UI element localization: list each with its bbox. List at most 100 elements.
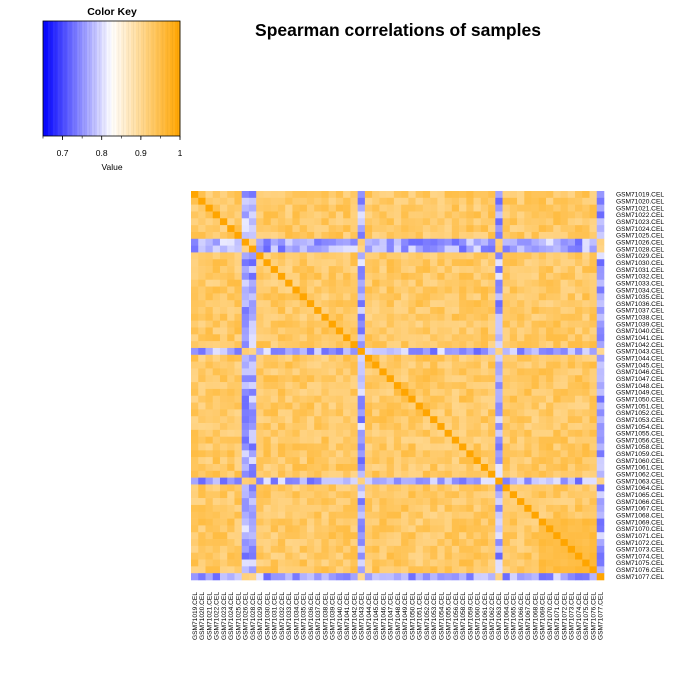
heatmap-cell <box>401 477 409 485</box>
heatmap-cell <box>553 368 561 376</box>
heatmap-cell <box>263 300 272 308</box>
heatmap-cell <box>299 259 308 267</box>
heatmap-cell <box>212 491 221 499</box>
heatmap-cell <box>459 382 467 390</box>
heatmap-cell <box>473 532 482 540</box>
heatmap-cell <box>364 259 373 267</box>
heatmap-cell <box>314 334 322 342</box>
heatmap-cell <box>567 484 576 492</box>
heatmap-cell <box>401 361 409 369</box>
heatmap-cell <box>466 429 474 437</box>
heatmap-cell <box>198 504 206 513</box>
heatmap-cell <box>560 361 569 369</box>
heatmap-cell <box>227 566 235 574</box>
heatmap-cell <box>567 307 576 315</box>
heatmap-cell <box>517 388 525 397</box>
heatmap-cell <box>357 307 366 315</box>
heatmap-cell <box>328 559 337 567</box>
heatmap-cell <box>277 525 286 533</box>
heatmap-cell <box>277 245 286 253</box>
heatmap-cell <box>248 245 257 253</box>
heatmap-cell <box>567 429 576 437</box>
row-label: GSM71063.CEL <box>616 478 664 485</box>
heatmap-cell <box>386 402 395 410</box>
heatmap-cell <box>509 402 518 410</box>
heatmap-cell <box>517 361 525 369</box>
heatmap-cell <box>357 252 366 260</box>
heatmap-cell <box>401 470 409 478</box>
heatmap-cell <box>466 463 474 472</box>
heatmap-cell <box>509 518 518 526</box>
heatmap-cell <box>495 293 503 301</box>
heatmap-cell <box>524 436 532 444</box>
heatmap-cell <box>321 368 329 376</box>
heatmap-cell <box>502 388 511 397</box>
heatmap-cell <box>430 484 438 492</box>
column-label: GSM71053.CEL <box>431 592 438 640</box>
heatmap-cell <box>292 443 300 451</box>
heatmap-cell <box>219 334 228 342</box>
heatmap-cell <box>198 532 206 540</box>
heatmap-cell <box>466 498 474 506</box>
heatmap-cell <box>480 341 489 349</box>
heatmap-cell <box>582 368 590 376</box>
row-label: GSM71045.CEL <box>616 362 664 369</box>
heatmap-cell <box>219 361 228 369</box>
heatmap-cell <box>393 463 402 472</box>
heatmap-cell <box>270 204 279 212</box>
heatmap-cell <box>459 573 467 581</box>
heatmap-cell <box>364 191 373 199</box>
color-key-swatch <box>87 21 93 136</box>
heatmap-cell <box>415 320 424 328</box>
heatmap-cell <box>379 368 387 376</box>
heatmap-cell <box>256 491 264 499</box>
row-label: GSM71048.CEL <box>616 383 664 390</box>
heatmap-cell <box>430 539 438 547</box>
column-label: GSM71026.CEL <box>243 592 250 640</box>
heatmap-cell <box>502 279 511 287</box>
heatmap-cell <box>292 457 300 465</box>
heatmap-cell <box>459 259 467 267</box>
heatmap-cell <box>560 218 569 226</box>
heatmap-cell <box>509 286 518 294</box>
heatmap-cell <box>343 552 351 560</box>
heatmap-cell <box>357 525 366 533</box>
heatmap-cell <box>364 443 373 451</box>
heatmap-cell <box>256 211 264 219</box>
heatmap-cell <box>328 252 337 260</box>
heatmap-cell <box>357 504 366 513</box>
heatmap-cell <box>277 368 286 376</box>
column-label: GSM71059.CEL <box>467 592 474 640</box>
heatmap-cell <box>509 504 518 513</box>
heatmap-cell <box>314 272 322 281</box>
heatmap-cell <box>473 511 482 519</box>
heatmap-cell <box>256 272 264 281</box>
heatmap-cell <box>386 231 395 240</box>
heatmap-cell <box>553 225 561 233</box>
heatmap-cell <box>256 197 264 205</box>
heatmap-cell <box>248 395 257 403</box>
heatmap-cell <box>451 477 460 485</box>
heatmap-cell <box>430 470 438 478</box>
heatmap-cell <box>234 211 243 219</box>
heatmap-cell <box>502 259 511 267</box>
heatmap-cell <box>546 197 554 205</box>
heatmap-cell <box>277 191 286 199</box>
heatmap-cell <box>314 477 322 485</box>
heatmap-cell <box>509 211 518 219</box>
heatmap-cell <box>299 504 308 513</box>
heatmap-cell <box>364 252 373 260</box>
heatmap-cell <box>292 327 300 335</box>
heatmap-cell <box>285 395 293 403</box>
heatmap-cell <box>292 566 300 574</box>
heatmap-cell <box>422 443 431 451</box>
heatmap-cell <box>582 293 590 301</box>
heatmap-cell <box>386 313 395 321</box>
heatmap-cell <box>191 539 199 547</box>
row-label: GSM71061.CEL <box>616 465 664 472</box>
heatmap-cell <box>488 491 496 499</box>
heatmap-cell <box>277 382 286 390</box>
heatmap-cell <box>473 409 482 417</box>
heatmap-cell <box>538 307 547 315</box>
column-label: GSM71035.CEL <box>301 592 308 640</box>
